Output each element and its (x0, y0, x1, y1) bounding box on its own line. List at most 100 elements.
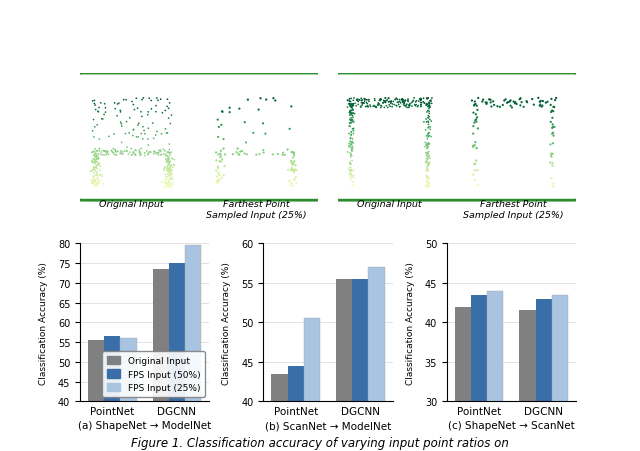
Point (422, 174, 433, 181)
Point (527, 96, 538, 103)
Point (218, 109, 228, 116)
Point (346, 167, 356, 175)
Point (286, 166, 296, 173)
Point (166, 184, 176, 192)
Point (345, 108, 355, 115)
Point (368, 103, 378, 110)
Bar (88, 341, 104, 451)
Point (212, 174, 222, 181)
Point (468, 110, 479, 117)
Point (98, 181, 108, 188)
Point (469, 120, 479, 127)
Point (115, 107, 125, 115)
Point (291, 180, 301, 187)
Point (131, 96, 141, 103)
Point (212, 164, 223, 171)
Point (92, 182, 102, 189)
Point (422, 151, 433, 158)
Point (217, 156, 227, 164)
Point (363, 103, 373, 110)
Point (424, 114, 434, 121)
Point (89, 165, 99, 172)
Point (88, 174, 98, 181)
Point (287, 165, 297, 172)
Point (291, 174, 301, 181)
Point (90, 149, 100, 156)
Point (218, 146, 228, 153)
Point (345, 102, 355, 109)
Point (156, 152, 166, 159)
Point (363, 97, 373, 104)
Point (128, 133, 138, 140)
Point (157, 179, 167, 186)
Point (416, 97, 426, 104)
Point (88, 148, 99, 156)
Point (163, 166, 173, 174)
Point (415, 97, 426, 104)
Point (380, 99, 390, 106)
Point (145, 149, 156, 156)
Point (342, 104, 353, 111)
Point (93, 156, 103, 164)
Point (401, 103, 411, 110)
Point (167, 180, 177, 187)
Point (88, 158, 98, 166)
Point (423, 162, 433, 170)
Point (346, 101, 356, 109)
Text: Figure 1. Classification accuracy of varying input point ratios on: Figure 1. Classification accuracy of var… (131, 436, 509, 449)
Point (268, 96, 278, 103)
Point (348, 175, 358, 182)
Point (92, 173, 102, 180)
Bar (185, 246, 201, 451)
Point (548, 130, 558, 137)
Point (108, 150, 118, 157)
Point (422, 154, 433, 161)
Point (166, 162, 177, 170)
Point (420, 127, 431, 134)
Point (422, 175, 432, 182)
Point (470, 102, 480, 109)
X-axis label: (b) ScanNet → ModelNet: (b) ScanNet → ModelNet (265, 420, 391, 430)
Point (88, 177, 99, 184)
Point (215, 154, 225, 161)
Point (535, 101, 545, 109)
Point (423, 95, 433, 102)
Point (346, 161, 356, 168)
Point (92, 176, 102, 183)
Point (163, 179, 173, 186)
Point (424, 130, 434, 137)
Point (114, 100, 124, 107)
Point (422, 159, 432, 166)
Point (164, 159, 174, 166)
Point (164, 161, 175, 169)
Point (470, 101, 481, 108)
Bar (471, 295, 487, 451)
Point (548, 121, 558, 129)
Point (423, 119, 433, 126)
Point (169, 156, 179, 164)
Point (91, 165, 101, 172)
Point (421, 150, 431, 157)
Point (400, 103, 410, 110)
Point (423, 108, 433, 115)
Point (101, 149, 111, 156)
Point (143, 125, 154, 133)
Point (424, 179, 434, 187)
Point (403, 99, 413, 106)
Point (94, 161, 104, 168)
Point (166, 184, 176, 191)
Point (345, 150, 355, 157)
Point (136, 152, 146, 159)
Point (378, 100, 388, 107)
Point (468, 144, 478, 151)
Point (383, 105, 393, 112)
Point (345, 161, 355, 168)
Point (423, 155, 433, 162)
Point (536, 98, 546, 105)
Point (498, 102, 508, 109)
Point (546, 109, 556, 116)
Point (101, 152, 111, 159)
Point (287, 149, 298, 156)
Point (288, 160, 298, 167)
Point (399, 100, 410, 107)
